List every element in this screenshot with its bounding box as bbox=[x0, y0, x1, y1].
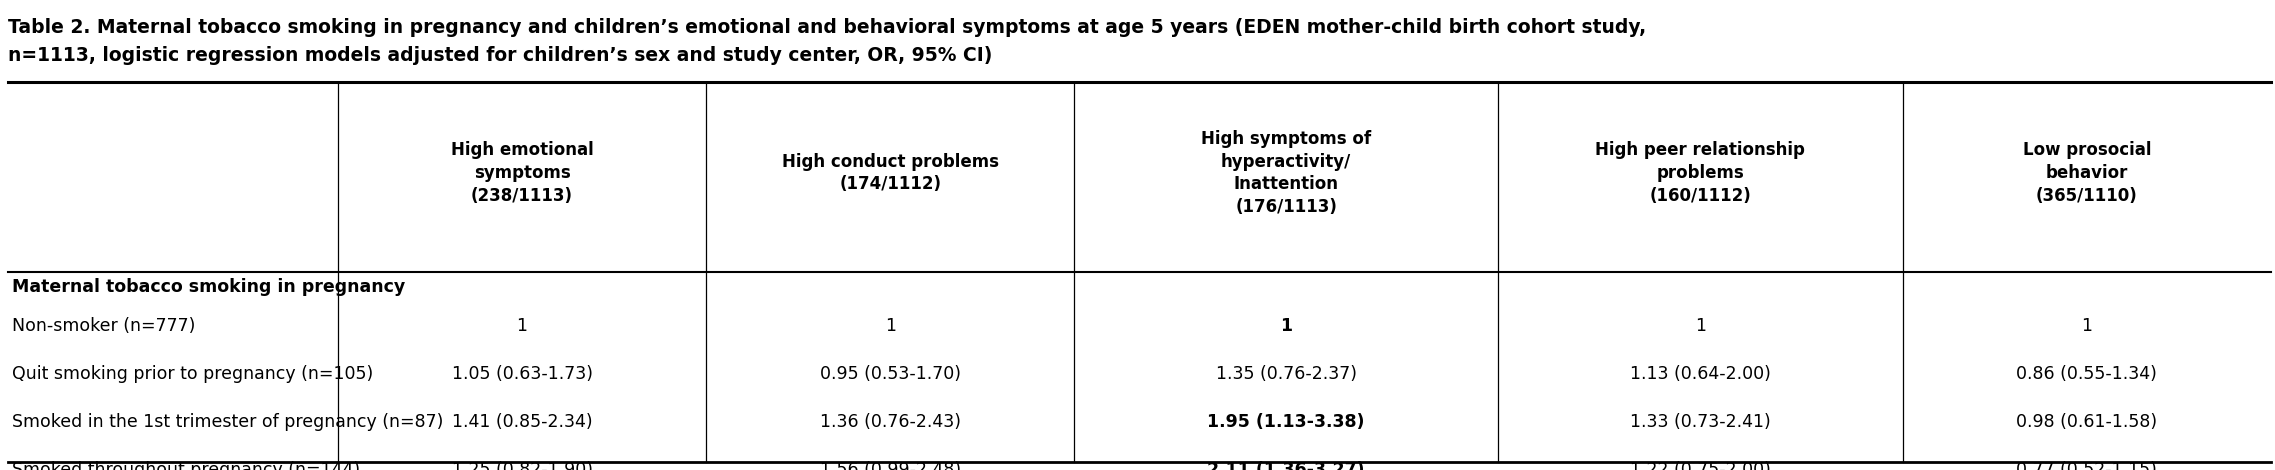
Text: 1.05 (0.63-1.73): 1.05 (0.63-1.73) bbox=[453, 365, 592, 383]
Text: 1.56 (0.99-2.48): 1.56 (0.99-2.48) bbox=[819, 461, 960, 470]
Text: Quit smoking prior to pregnancy (n=105): Quit smoking prior to pregnancy (n=105) bbox=[11, 365, 373, 383]
Text: 0.95 (0.53-1.70): 0.95 (0.53-1.70) bbox=[819, 365, 960, 383]
Text: Smoked throughout pregnancy (n=144): Smoked throughout pregnancy (n=144) bbox=[11, 461, 359, 470]
Text: Low prosocial
behavior
(365/1110): Low prosocial behavior (365/1110) bbox=[2022, 141, 2152, 205]
Text: High peer relationship
problems
(160/1112): High peer relationship problems (160/111… bbox=[1595, 141, 1806, 205]
Text: 1.25 (0.82-1.90): 1.25 (0.82-1.90) bbox=[453, 461, 592, 470]
Text: 0.86 (0.55-1.34): 0.86 (0.55-1.34) bbox=[2016, 365, 2157, 383]
Text: 2.11 (1.36-3.27): 2.11 (1.36-3.27) bbox=[1208, 461, 1365, 470]
Text: 1: 1 bbox=[885, 317, 896, 335]
Text: 1: 1 bbox=[1695, 317, 1706, 335]
Text: 1: 1 bbox=[516, 317, 528, 335]
Text: 0.77 (0.52-1.15): 0.77 (0.52-1.15) bbox=[2016, 461, 2157, 470]
Text: 1.95 (1.13-3.38): 1.95 (1.13-3.38) bbox=[1208, 413, 1365, 431]
Text: n=1113, logistic regression models adjusted for children’s sex and study center,: n=1113, logistic regression models adjus… bbox=[9, 46, 992, 65]
Text: 1.33 (0.73-2.41): 1.33 (0.73-2.41) bbox=[1629, 413, 1770, 431]
Text: High emotional
symptoms
(238/1113): High emotional symptoms (238/1113) bbox=[450, 141, 594, 205]
Text: 1: 1 bbox=[2082, 317, 2093, 335]
Text: 1: 1 bbox=[1281, 317, 1292, 335]
Text: Table 2. Maternal tobacco smoking in pregnancy and children’s emotional and beha: Table 2. Maternal tobacco smoking in pre… bbox=[9, 18, 1647, 37]
Text: 1.35 (0.76-2.37): 1.35 (0.76-2.37) bbox=[1215, 365, 1356, 383]
Text: 0.98 (0.61-1.58): 0.98 (0.61-1.58) bbox=[2016, 413, 2157, 431]
Text: High symptoms of
hyperactivity/
Inattention
(176/1113): High symptoms of hyperactivity/ Inattent… bbox=[1201, 130, 1372, 216]
Text: 1.22 (0.75-2.00): 1.22 (0.75-2.00) bbox=[1629, 461, 1770, 470]
Text: 1.36 (0.76-2.43): 1.36 (0.76-2.43) bbox=[819, 413, 960, 431]
Text: 1.13 (0.64-2.00): 1.13 (0.64-2.00) bbox=[1629, 365, 1770, 383]
Text: 1.41 (0.85-2.34): 1.41 (0.85-2.34) bbox=[453, 413, 592, 431]
Text: Non-smoker (n=777): Non-smoker (n=777) bbox=[11, 317, 196, 335]
Text: Smoked in the 1st trimester of pregnancy (n=87): Smoked in the 1st trimester of pregnancy… bbox=[11, 413, 444, 431]
Text: Maternal tobacco smoking in pregnancy: Maternal tobacco smoking in pregnancy bbox=[11, 278, 405, 296]
Text: High conduct problems
(174/1112): High conduct problems (174/1112) bbox=[783, 153, 999, 194]
